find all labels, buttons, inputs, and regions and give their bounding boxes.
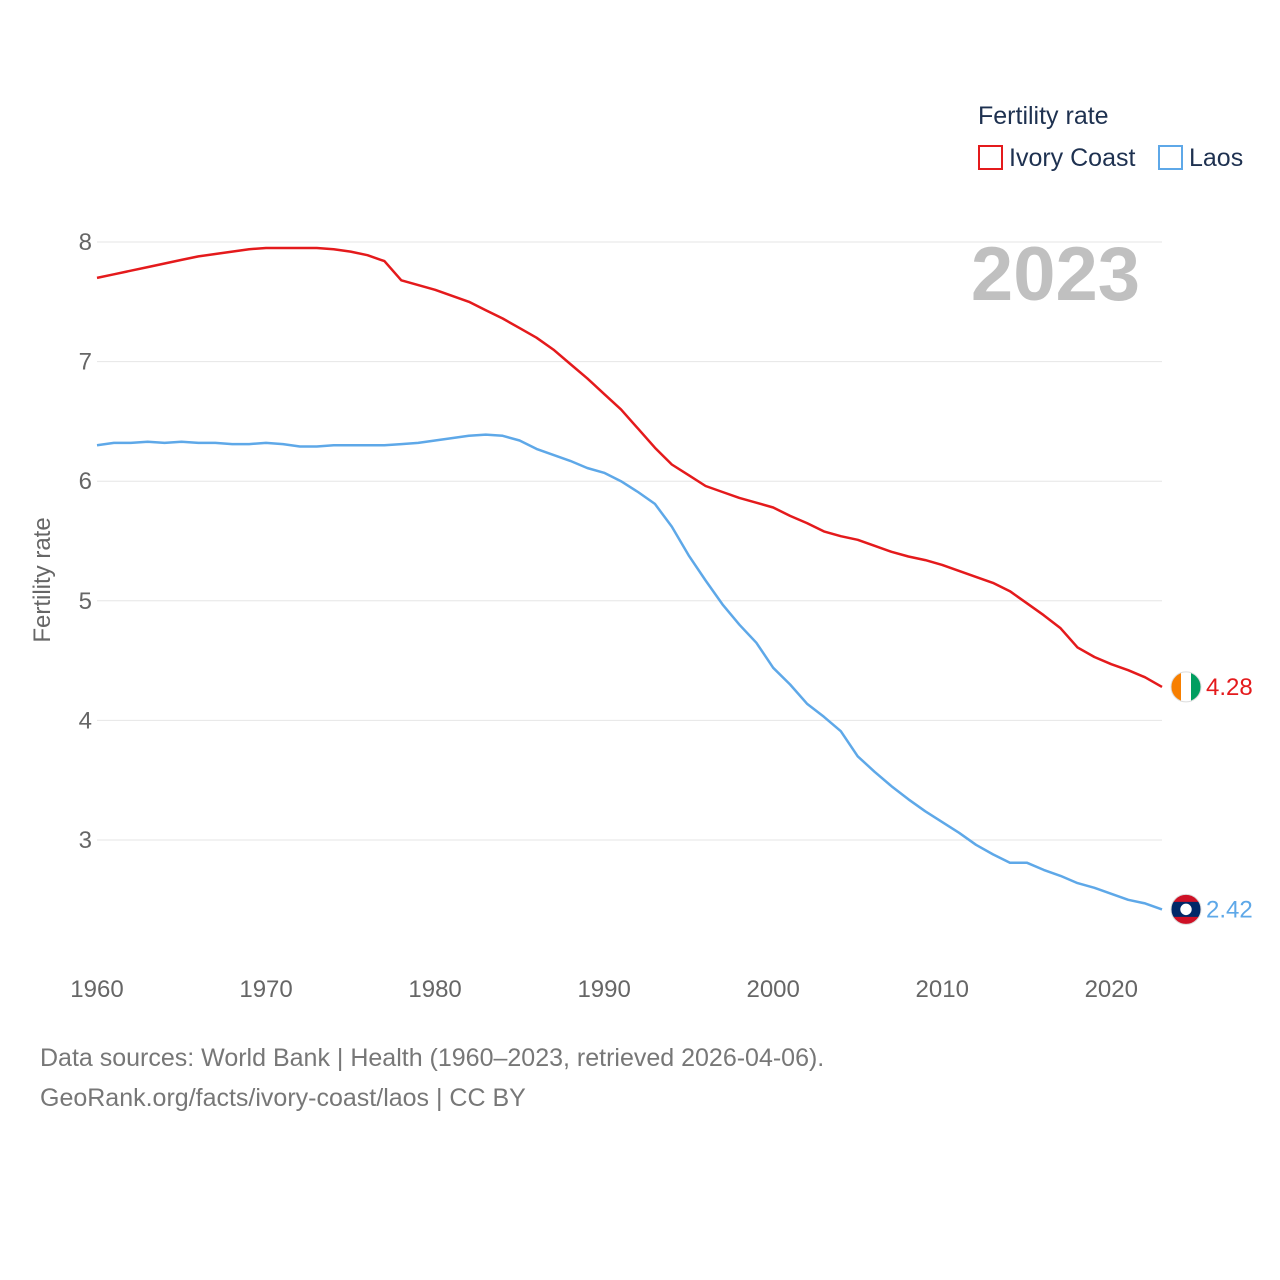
x-axis-ticks: 1960 1970 1980 1990 2000 2010 2020 [70, 976, 1138, 1003]
laos-flag-icon [1170, 893, 1202, 925]
footer-attribution[interactable]: GeoRank.org/facts/ivory-coast/laos | CC … [40, 1084, 526, 1112]
y-tick-label-6: 6 [79, 468, 92, 495]
x-tick-label-1970: 1970 [239, 976, 292, 1003]
legend-label-laos[interactable]: Laos [1189, 144, 1243, 172]
legend-title: Fertility rate [978, 102, 1109, 130]
series-line-laos [96, 433, 1163, 911]
y-tick-label-7: 7 [79, 349, 92, 376]
footer-data-sources: Data sources: World Bank | Health (1960–… [40, 1044, 825, 1072]
x-tick-label-1990: 1990 [577, 976, 630, 1003]
grid-lines [97, 241, 1162, 841]
x-tick-label-1980: 1980 [408, 976, 461, 1003]
ivory-coast-flag-icon [1170, 671, 1202, 703]
x-tick-label-2010: 2010 [916, 976, 969, 1003]
legend-label-ivory-coast[interactable]: Ivory Coast [1009, 144, 1135, 172]
fertility-rate-chart: 3 4 5 6 7 8 1960 1970 1980 1990 2000 2010 2020 Fert… [29, 102, 1253, 1003]
y-tick-label-4: 4 [79, 707, 92, 734]
x-tick-label-2020: 2020 [1085, 976, 1138, 1003]
x-tick-label-1960: 1960 [70, 976, 123, 1003]
legend-swatch-ivory-coast[interactable] [978, 145, 1003, 170]
legend-swatch-laos[interactable] [1158, 145, 1183, 170]
x-tick-label-2000: 2000 [746, 976, 799, 1003]
y-tick-label-5: 5 [79, 588, 92, 615]
year-watermark: 2023 [971, 232, 1140, 317]
series-lines [96, 246, 1163, 911]
y-axis-ticks: 3 4 5 6 7 8 [79, 229, 92, 854]
legend[interactable]: Fertility rate Ivory Coast Laos [978, 102, 1243, 172]
y-tick-label-8: 8 [79, 229, 92, 256]
end-flags: 4.28 2.42 [1170, 671, 1253, 925]
y-axis-label: Fertility rate [29, 517, 56, 642]
end-value-label-ivory-coast: 4.28 [1206, 674, 1253, 701]
end-value-label-laos: 2.42 [1206, 896, 1253, 923]
series-line-ivory-coast [96, 246, 1163, 688]
y-tick-label-3: 3 [79, 827, 92, 854]
